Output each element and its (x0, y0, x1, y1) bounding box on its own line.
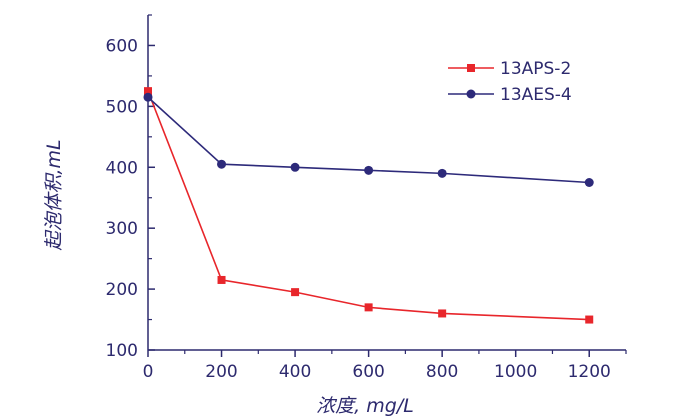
legend: 13APS-2 13AES-4 (448, 59, 572, 105)
series-line-13APS-2 (147, 90, 590, 321)
legend-marker-13APS-2 (467, 64, 475, 72)
data-point-13AES-4 (364, 165, 374, 175)
y-tick-label: 500 (106, 97, 138, 117)
y-tick-label: 100 (106, 341, 138, 361)
data-point-13AES-4 (143, 92, 153, 102)
y-tick-label: 400 (106, 158, 138, 178)
data-point-13APS-2 (585, 315, 594, 324)
x-axis-ticks: 0 200 400 600 800 1000 1200 (143, 350, 627, 382)
y-tick-label: 600 (106, 36, 138, 56)
series-line-13AES-4 (147, 96, 590, 184)
data-point-13APS-2 (364, 303, 373, 312)
data-point-13AES-4 (437, 168, 447, 178)
data-point-13AES-4 (217, 159, 227, 169)
x-tick-label: 200 (205, 362, 237, 382)
legend-label-13AES-4: 13AES-4 (500, 85, 572, 105)
x-axis-label: 浓度, mg/L (316, 395, 414, 417)
data-point-13AES-4 (584, 178, 594, 187)
x-tick-label: 600 (352, 362, 384, 382)
x-tick-label: 800 (426, 362, 458, 382)
data-point-13APS-2 (217, 275, 226, 284)
data-point-13APS-2 (291, 288, 300, 297)
data-point-13APS-2 (144, 87, 152, 96)
y-tick-label: 300 (106, 219, 138, 239)
axes (147, 15, 626, 351)
legend-label-13APS-2: 13APS-2 (500, 59, 571, 79)
x-tick-label: 1000 (494, 362, 537, 382)
series-group (143, 87, 594, 324)
x-tick-label: 1200 (568, 362, 611, 382)
data-point-13AES-4 (290, 162, 300, 172)
y-axis-label: 起泡体积,mL (43, 139, 65, 250)
x-tick-label: 400 (279, 362, 311, 382)
data-point-13APS-2 (438, 309, 447, 318)
x-tick-label: 0 (143, 362, 154, 382)
y-tick-label: 200 (106, 280, 138, 300)
y-axis-ticks: 100 200 300 400 500 600 (106, 14, 155, 361)
legend-marker-13AES-4 (466, 89, 476, 99)
